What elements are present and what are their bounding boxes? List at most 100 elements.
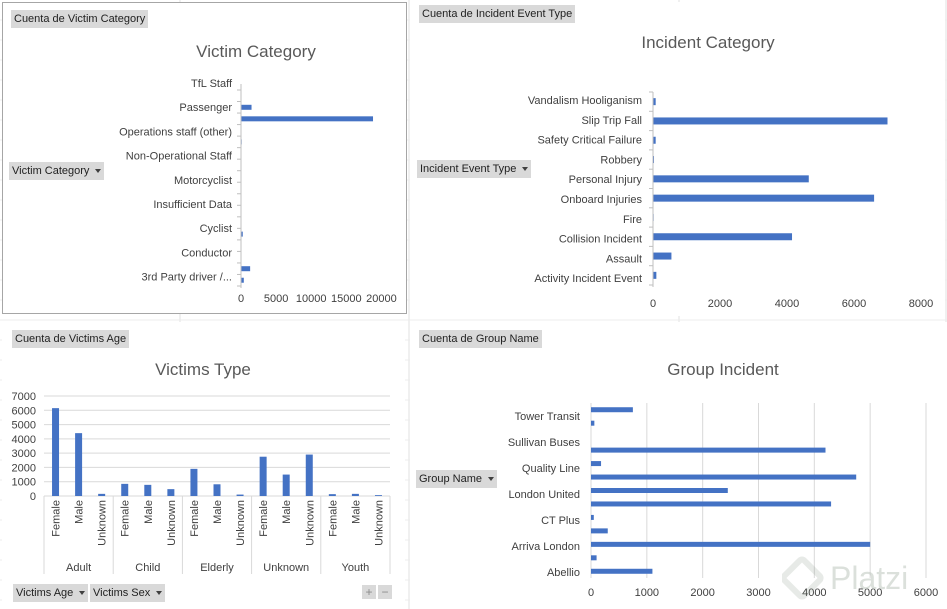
y-tick-label: Fire <box>623 214 642 226</box>
x-tick-label: 0 <box>238 293 244 305</box>
bar <box>591 528 608 534</box>
bar <box>213 484 221 496</box>
y-tick-label: Non-Operational Staff <box>126 151 233 163</box>
y-tick-label: Cyclist <box>200 223 232 235</box>
incident-field-button[interactable]: Cuenta de Incident Event Type <box>419 5 576 23</box>
y-tick-label: Personal Injury <box>569 174 643 186</box>
y-tick-label: 3000 <box>12 448 36 460</box>
collapse-field-button[interactable]: − <box>378 585 392 599</box>
x-group-label: Child <box>135 562 160 574</box>
bar <box>241 277 244 283</box>
bar <box>653 98 656 106</box>
expand-field-button[interactable]: + <box>362 585 376 599</box>
victims-type-chart[interactable]: Victims Type 0 1000 2000 3000 4000 5000 6000 700… <box>2 322 405 609</box>
bar <box>190 468 198 496</box>
x-tick-label: 4000 <box>775 298 799 310</box>
group-incident-chart[interactable]: Group Incident 0 1000 2000 3000 4000 5000 6000 T… <box>410 322 947 609</box>
x-tick-label: 4000 <box>802 587 826 599</box>
bar <box>98 493 106 496</box>
y-tick-label: Motorcyclist <box>174 175 232 187</box>
x-subcategory-label: Female <box>258 500 270 537</box>
platzi-watermark-text: Platzi <box>830 560 908 596</box>
bar <box>236 494 244 496</box>
x-tick-label: 5000 <box>858 587 882 599</box>
chart-title: Victim Category <box>196 42 316 61</box>
dropdown-arrow-icon <box>522 167 529 172</box>
bar <box>591 420 595 426</box>
y-tick-label: TfL Staff <box>191 78 233 90</box>
bar <box>167 489 175 496</box>
x-subcategory-label: Unknown <box>97 500 109 546</box>
victims-field-button[interactable]: Cuenta de Victims Age <box>12 330 130 348</box>
dropdown-arrow-icon <box>79 591 86 596</box>
x-subcategory-label: Unknown <box>166 500 178 546</box>
incident-event-type-filter-label: Incident Event Type <box>420 163 517 175</box>
y-tick-label: Passenger <box>179 102 232 114</box>
y-tick-label: Slip Trip Fall <box>581 115 642 127</box>
x-group-label: Unknown <box>263 562 309 574</box>
bar <box>75 433 83 496</box>
y-tick-label: Insufficient Data <box>153 199 233 211</box>
victims-sex-filter-button[interactable]: Victims Sex <box>90 584 166 602</box>
x-subcategory-label: Male <box>212 500 224 524</box>
x-tick-label: 2000 <box>708 298 732 310</box>
y-tick-label: 5000 <box>12 420 36 432</box>
bar <box>591 568 653 574</box>
incident-category-chart[interactable]: Incident Category Vandalism Hooliganism Sl… <box>410 2 945 316</box>
victim-field-button[interactable]: Cuenta de Victim Category <box>11 10 149 28</box>
x-tick-label: 2000 <box>690 587 714 599</box>
y-tick-label: Sullivan Buses <box>508 437 581 449</box>
bar <box>591 488 728 493</box>
incident-event-type-filter-button[interactable]: Incident Event Type <box>417 160 532 178</box>
bar <box>241 116 374 122</box>
y-tick-label: 2000 <box>12 462 36 474</box>
x-subcategory-label: Male <box>281 500 293 524</box>
victim-category-plot: Victim Category TfL Staff Passenger Operati… <box>119 42 397 305</box>
x-tick-label: 20000 <box>366 293 397 305</box>
x-tick-label: 0 <box>588 587 594 599</box>
victims-age-filter-label: Victims Age <box>16 587 74 599</box>
x-subcategory-label: Female <box>327 500 339 537</box>
x-subcategory-label: Male <box>350 500 362 524</box>
bar <box>259 456 267 496</box>
y-tick-label: Activity Incident Event <box>534 273 642 285</box>
bar <box>591 447 826 453</box>
y-tick-label: Vandalism Hooliganism <box>528 95 642 107</box>
bar <box>282 474 290 496</box>
bar <box>591 407 633 413</box>
victims-type-plot: Victims Type 0 1000 2000 3000 4000 5000 6000 700… <box>12 360 391 574</box>
y-tick-label: Safety Critical Failure <box>537 135 642 147</box>
bar <box>374 495 382 496</box>
y-tick-label: Quality Line <box>522 463 580 475</box>
victim-category-chart[interactable]: Victim Category TfL Staff Passenger Operati… <box>2 2 407 314</box>
y-tick-label: Arriva London <box>512 541 581 553</box>
victims-sex-filter-label: Victims Sex <box>93 587 151 599</box>
x-tick-label: 6000 <box>842 298 866 310</box>
bar <box>241 266 251 272</box>
chart-title: Incident Category <box>641 33 775 52</box>
victim-category-filter-label: Victim Category <box>12 165 90 177</box>
bar <box>305 454 313 496</box>
bar <box>591 555 597 561</box>
x-subcategory-label: Female <box>120 500 132 537</box>
x-subcategory-label: Unknown <box>373 500 385 546</box>
y-tick-label: Onboard Injuries <box>561 194 643 206</box>
bar <box>591 514 594 520</box>
y-tick-label: Operations staff (other) <box>119 126 232 138</box>
group-field-button[interactable]: Cuenta de Group Name <box>419 330 542 348</box>
y-tick-label: Conductor <box>181 247 232 259</box>
bar <box>653 233 793 241</box>
x-subcategory-label: Unknown <box>235 500 247 546</box>
y-tick-label: Abellio <box>547 567 580 579</box>
y-tick-label: 1000 <box>12 477 36 489</box>
x-tick-label: 6000 <box>914 587 938 599</box>
group-name-filter-button[interactable]: Group Name <box>416 470 497 488</box>
x-tick-label: 1000 <box>635 587 659 599</box>
bar <box>653 156 655 164</box>
victims-age-filter-button[interactable]: Victims Age <box>13 584 89 602</box>
bar <box>241 104 252 110</box>
y-tick-label: London United <box>508 489 580 501</box>
victim-category-filter-button[interactable]: Victim Category <box>9 162 105 180</box>
y-tick-label: Collision Incident <box>559 234 642 246</box>
bar <box>591 461 602 467</box>
